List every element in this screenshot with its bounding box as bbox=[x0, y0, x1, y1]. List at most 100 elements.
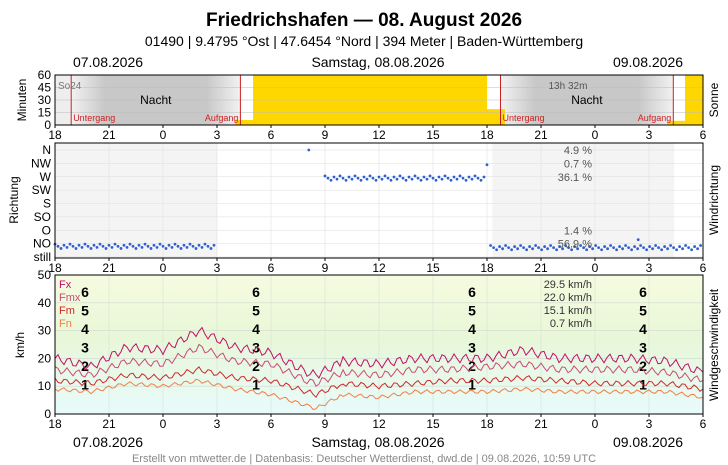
dir-point bbox=[152, 243, 156, 247]
dir-point bbox=[92, 243, 96, 247]
dir-point bbox=[77, 243, 81, 247]
dir-point bbox=[209, 247, 213, 250]
wind-x-tick-label: 3 bbox=[646, 417, 653, 431]
dir-point bbox=[624, 244, 627, 247]
dir-point bbox=[492, 246, 495, 250]
dir-point bbox=[636, 238, 640, 242]
beaufort-label: 6 bbox=[81, 284, 89, 300]
sun-side-label: Sonne bbox=[707, 82, 721, 117]
dir-point bbox=[212, 243, 216, 247]
dir-point bbox=[410, 177, 414, 181]
beaufort-label: 5 bbox=[468, 303, 476, 319]
dir-point bbox=[699, 244, 702, 247]
sun-x-tick-label: 9 bbox=[322, 128, 329, 142]
dir-point bbox=[657, 246, 660, 250]
dir-point bbox=[555, 248, 558, 252]
dir-point bbox=[122, 243, 126, 247]
dir-point bbox=[525, 248, 528, 252]
dir-point bbox=[176, 244, 180, 248]
sun-y-tick-label: 0 bbox=[44, 118, 51, 132]
dir-point bbox=[473, 174, 477, 178]
dir-point bbox=[573, 245, 576, 248]
dir-point bbox=[395, 177, 399, 181]
dir-point bbox=[344, 178, 348, 182]
dir-point bbox=[104, 247, 108, 250]
dir-point bbox=[660, 248, 663, 252]
dir-point bbox=[368, 174, 372, 178]
dir-point bbox=[341, 176, 345, 180]
wind-x-tick-label: 0 bbox=[592, 417, 599, 431]
dir-point bbox=[558, 245, 561, 248]
dir-point bbox=[413, 174, 417, 178]
dir-point bbox=[504, 244, 507, 247]
dir-point bbox=[519, 244, 522, 247]
dir-point bbox=[543, 245, 546, 248]
wind-series-fx bbox=[54, 326, 704, 379]
dir-point bbox=[419, 178, 423, 182]
dir-point bbox=[362, 175, 366, 179]
dir-point bbox=[615, 248, 618, 252]
wind-x-tick-label: 12 bbox=[372, 417, 386, 431]
dir-point bbox=[501, 247, 504, 251]
dir-point bbox=[579, 244, 582, 247]
dir-point bbox=[173, 242, 177, 246]
dir-point bbox=[498, 245, 501, 248]
date-right-bottom: 09.08.2026 bbox=[613, 434, 683, 450]
sun-duration-label: 13h 32m bbox=[549, 81, 588, 92]
beaufort-label: 3 bbox=[639, 340, 647, 356]
sun-y-tick-label: 60 bbox=[38, 68, 52, 82]
date-right-top: 09.08.2026 bbox=[613, 54, 683, 70]
wind-legend-value: 29.5 km/h bbox=[544, 279, 592, 291]
dir-point bbox=[666, 247, 669, 251]
wind-legend-label: Fx bbox=[59, 279, 72, 291]
dir-point bbox=[467, 175, 471, 179]
beaufort-label: 2 bbox=[252, 358, 260, 374]
dir-point bbox=[570, 248, 573, 252]
dir-point bbox=[564, 244, 567, 247]
dir-category-label: W bbox=[40, 170, 52, 184]
dir-point bbox=[179, 247, 183, 250]
sun-corner-label: So24 bbox=[58, 81, 82, 92]
dir-point bbox=[618, 245, 621, 248]
dir-point bbox=[332, 175, 336, 179]
beaufort-label: 4 bbox=[81, 321, 89, 337]
dir-point bbox=[458, 174, 462, 178]
wind-legend-value: 0.7 km/h bbox=[550, 318, 592, 330]
dir-category-label: NO bbox=[33, 237, 51, 251]
dir-percentage: 4.9 % bbox=[564, 145, 592, 157]
dir-point bbox=[374, 178, 378, 182]
sun-y-tick-label: 15 bbox=[38, 106, 52, 120]
wind-y-tick-label: 40 bbox=[38, 296, 52, 310]
dir-point bbox=[350, 177, 354, 181]
dir-category-label: SO bbox=[34, 210, 51, 224]
dir-point bbox=[549, 244, 552, 247]
dir-point bbox=[134, 247, 138, 250]
wind-legend-value: 15.1 km/h bbox=[544, 305, 592, 317]
dir-point bbox=[642, 246, 645, 250]
beaufort-label: 6 bbox=[468, 284, 476, 300]
dir-point bbox=[65, 245, 69, 249]
dir-point bbox=[552, 246, 555, 250]
wind-y-tick-label: 50 bbox=[38, 268, 52, 282]
dir-point bbox=[197, 243, 201, 247]
dir-point bbox=[645, 248, 648, 252]
dir-point bbox=[479, 178, 483, 182]
dir-point bbox=[612, 246, 615, 250]
wind-x-tick-label: 21 bbox=[534, 417, 548, 431]
dir-point bbox=[678, 245, 681, 248]
dir-point bbox=[83, 242, 87, 246]
beaufort-label: 5 bbox=[81, 303, 89, 319]
dir-point bbox=[347, 175, 351, 179]
dir-point bbox=[170, 245, 174, 249]
dir-point bbox=[633, 245, 636, 248]
dir-point bbox=[398, 174, 402, 178]
wind-x-tick-label: 18 bbox=[48, 417, 62, 431]
dir-point bbox=[582, 246, 585, 250]
wind-legend-value: 22.0 km/h bbox=[544, 292, 592, 304]
dir-point bbox=[335, 177, 339, 181]
sun-x-tick-label: 18 bbox=[48, 128, 62, 142]
dir-point bbox=[449, 178, 453, 182]
dir-point bbox=[125, 245, 129, 249]
